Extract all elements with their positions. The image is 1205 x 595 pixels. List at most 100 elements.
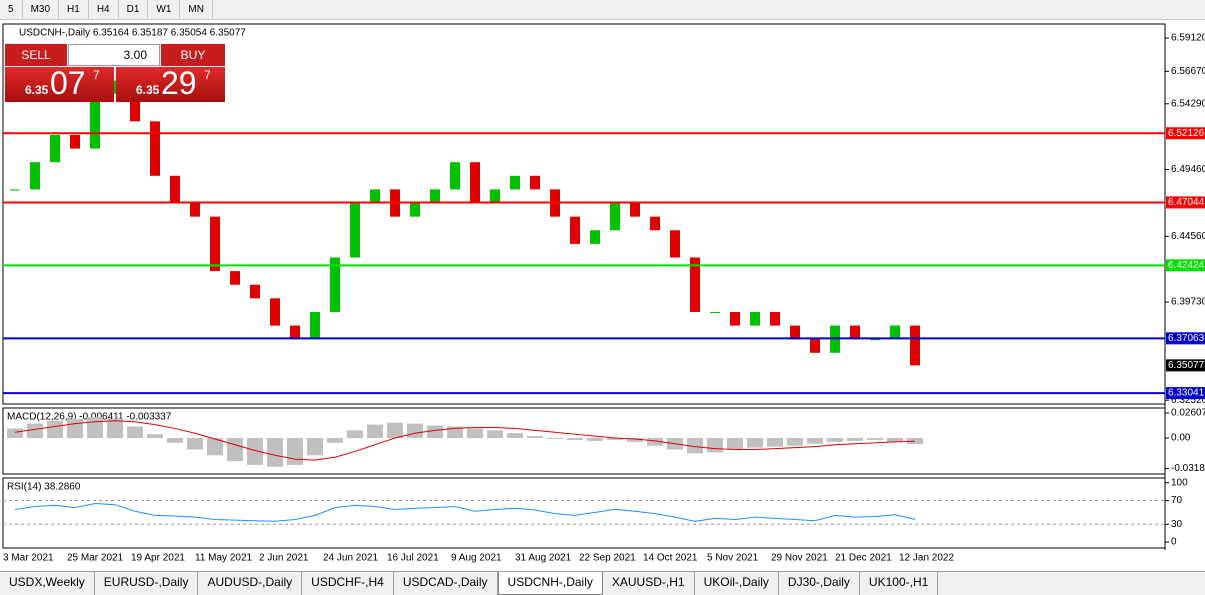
macd-bar: [507, 433, 523, 439]
macd-bar: [587, 438, 603, 441]
macd-bar: [167, 438, 183, 443]
macd-bar: [127, 426, 143, 439]
macd-bar: [747, 438, 763, 448]
candle: [810, 339, 820, 353]
timeframe-button[interactable]: H1: [59, 0, 89, 19]
timeframe-button[interactable]: 5: [0, 0, 23, 19]
x-tick-label: 16 Jul 2021: [387, 553, 439, 564]
macd-bar: [227, 438, 243, 462]
candle: [270, 298, 280, 326]
macd-bar: [907, 438, 923, 445]
macd-bar: [387, 422, 403, 439]
ask-prefix: 6.35: [136, 83, 160, 97]
symbol-tab[interactable]: USDCNH-,Daily: [497, 572, 603, 595]
candle: [510, 175, 520, 190]
macd-bar: [687, 438, 703, 454]
candle: [770, 311, 780, 326]
macd-bar: [287, 438, 303, 465]
candle: [610, 203, 620, 231]
macd-bar: [267, 438, 283, 467]
macd-bar: [727, 438, 743, 450]
macd-bar: [147, 434, 163, 439]
y-tick-label: 6.32520: [1171, 395, 1205, 406]
macd-bar: [767, 438, 783, 447]
x-tick-label: 31 Aug 2021: [515, 553, 572, 564]
last-price-tag: [1166, 359, 1205, 372]
macd-bar: [807, 438, 823, 444]
macd-bar: [327, 438, 343, 443]
buy-button[interactable]: BUY: [161, 44, 225, 66]
bid-prefix: 6.35: [25, 83, 49, 97]
symbol-tabs: USDX,Weekly EURUSD-,Daily AUDUSD-,Daily USD…: [0, 571, 1205, 595]
symbol-tab[interactable]: USDCHF-,H4: [302, 572, 394, 595]
candle: [650, 216, 660, 231]
macd-bar: [187, 438, 203, 450]
symbol-tab[interactable]: XAUUSD-,H1: [603, 572, 695, 595]
timeframe-button[interactable]: W1: [148, 0, 181, 19]
last-price-label: 6.35077: [1168, 360, 1205, 371]
candle: [410, 203, 420, 217]
candle: [910, 325, 920, 366]
candle: [330, 257, 340, 312]
macd-bar: [87, 416, 103, 439]
symbol-tab[interactable]: UKOil-,Daily: [695, 572, 779, 595]
bid-big: 07: [50, 65, 86, 101]
y-tick-label: 0.02607: [1171, 408, 1205, 419]
timeframe-toolbar: 5 M30 H1 H4 D1 W1 MN: [0, 0, 1205, 20]
candle: [210, 216, 220, 272]
timeframe-button[interactable]: M30: [23, 0, 60, 19]
macd-bar: [67, 418, 83, 439]
candle: [530, 175, 540, 190]
symbol-tab[interactable]: USDX,Weekly: [0, 572, 95, 595]
symbol-tab[interactable]: AUDUSD-,Daily: [198, 572, 303, 595]
candle: [30, 162, 40, 190]
symbol-tab[interactable]: UK100-,H1: [860, 572, 939, 595]
y-tick-label: 6.49460: [1171, 164, 1205, 175]
macd-bar: [827, 438, 843, 442]
candle: [230, 271, 240, 285]
timeframe-button[interactable]: MN: [180, 0, 213, 19]
candle: [790, 325, 800, 340]
ask-price[interactable]: 6.35 29 7: [116, 65, 225, 102]
symbol-tab[interactable]: USDCAD-,Daily: [394, 572, 498, 595]
ask-sup: 7: [204, 68, 211, 82]
symbol-tab[interactable]: DJ30-,Daily: [779, 572, 860, 595]
level-tag: [1166, 196, 1205, 209]
y-tick-label: 100: [1171, 477, 1188, 488]
x-tick-label: 5 Nov 2021: [707, 553, 759, 564]
candle: [570, 216, 580, 244]
x-tick-label: 12 Jan 2022: [899, 553, 954, 564]
candle: [630, 203, 640, 217]
symbol-tab[interactable]: EURUSD-,Daily: [95, 572, 199, 595]
x-tick-label: 2 Jun 2021: [259, 553, 309, 564]
candle: [150, 121, 160, 176]
macd-bar: [647, 438, 663, 446]
candle: [190, 203, 200, 217]
macd-bar: [407, 423, 423, 439]
candle: [250, 284, 260, 299]
volume-input[interactable]: 3.00: [68, 44, 160, 66]
macd-bar: [247, 438, 263, 465]
y-tick-label: 30: [1171, 519, 1183, 530]
candle: [50, 134, 60, 163]
candle: [170, 175, 180, 204]
macd-bar: [367, 424, 383, 439]
bid-price[interactable]: 6.35 07 7: [5, 65, 114, 102]
pane-frame: [2, 477, 1166, 549]
x-tick-label: 24 Jun 2021: [323, 553, 378, 564]
candle: [690, 257, 700, 312]
y-tick-label: 6.56670: [1171, 66, 1205, 77]
level-label: 6.47044: [1168, 197, 1205, 208]
candle: [850, 325, 860, 340]
y-tick-label: 0: [1171, 537, 1177, 548]
level-label: 6.42424: [1168, 260, 1205, 271]
candle: [730, 311, 740, 326]
timeframe-button[interactable]: H4: [89, 0, 119, 19]
candle: [670, 230, 680, 258]
level-tag: [1166, 332, 1205, 345]
sell-button[interactable]: SELL: [5, 44, 67, 66]
x-tick-label: 19 Apr 2021: [131, 553, 185, 564]
x-tick-label: 9 Aug 2021: [451, 553, 502, 564]
timeframe-button[interactable]: D1: [119, 0, 149, 19]
